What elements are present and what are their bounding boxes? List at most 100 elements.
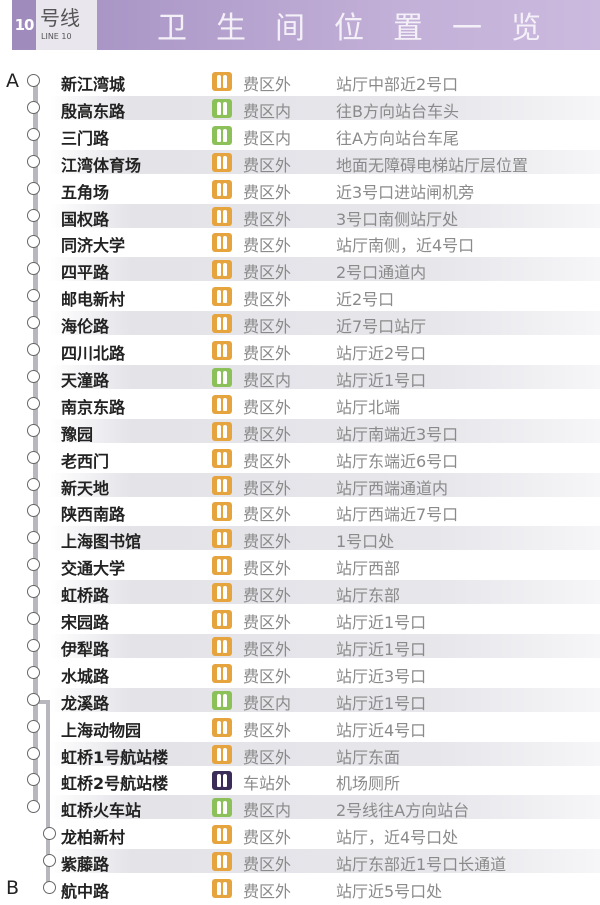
station-dot	[27, 558, 40, 572]
restroom-zone: 费区外	[243, 586, 292, 606]
station-name: 陕西南路	[61, 505, 126, 525]
restroom-location: 站厅近2号口	[336, 344, 427, 363]
restroom-icon	[212, 179, 232, 199]
station-dot	[27, 800, 40, 814]
station-name: 龙溪路	[61, 693, 110, 713]
restroom-location: 2号口通道内	[336, 263, 427, 283]
restroom-icon	[212, 663, 232, 683]
station-name: 虹桥路	[61, 586, 110, 606]
restroom-zone: 费区外	[243, 209, 292, 229]
station-row: 紫藤路 费区外 站厅东部近1号口长通道	[0, 848, 600, 874]
restroom-icon	[212, 287, 232, 307]
station-row: 南京东路 费区外 站厅北端	[0, 391, 600, 417]
station-row: 四平路 费区外 2号口通道内	[0, 256, 600, 282]
station-row: 五角场 费区外 近3号口进站闸机旁	[0, 176, 600, 202]
restroom-zone: 费区外	[243, 855, 292, 875]
station-name: 天潼路	[61, 370, 110, 390]
restroom-zone: 费区内	[243, 801, 292, 821]
station-row: 宋园路 费区外 站厅近1号口	[0, 606, 600, 632]
station-name: 伊犁路	[61, 639, 110, 659]
station-row: 新江湾城 费区外 站厅中部近2号口	[0, 68, 600, 94]
station-name: 虹桥火车站	[61, 801, 142, 821]
station-name: 交通大学	[61, 559, 126, 579]
line-label-en: LINE 10	[41, 32, 72, 41]
station-row: 海伦路 费区外 近7号口站厅	[0, 310, 600, 336]
station-dot	[27, 181, 40, 195]
station-row: 伊犁路 费区外 站厅近1号口	[0, 633, 600, 659]
restroom-icon	[212, 744, 232, 764]
restroom-zone: 费区内	[243, 101, 292, 121]
line-number: 10	[12, 0, 36, 50]
station-name: 南京东路	[61, 397, 126, 417]
restroom-icon	[212, 314, 232, 334]
restroom-zone: 费区外	[243, 666, 292, 686]
station-name: 五角场	[61, 182, 110, 202]
station-name: 国权路	[61, 209, 110, 229]
station-row: 邮电新村 费区外 近2号口	[0, 283, 600, 309]
station-row: 同济大学 费区外 站厅南侧，近4号口	[0, 229, 600, 255]
restroom-location: 站厅，近4号口处	[336, 828, 459, 848]
restroom-icon	[212, 448, 232, 468]
station-name: 海伦路	[61, 317, 110, 337]
restroom-location: 站厅近1号口	[336, 639, 427, 659]
restroom-icon	[212, 421, 232, 441]
restroom-icon	[212, 717, 232, 737]
restroom-icon	[212, 125, 232, 145]
station-dot	[27, 477, 40, 491]
station-name: 新江湾城	[61, 75, 126, 94]
page-title: 卫生间位置一览	[157, 11, 570, 46]
station-name: 新天地	[61, 478, 110, 498]
restroom-zone: 费区外	[243, 397, 292, 417]
station-dot	[43, 881, 56, 894]
station-row: 新天地 费区外 站厅西端通道内	[0, 472, 600, 498]
branch-line-track	[46, 700, 50, 890]
station-row: 江湾体育场 费区外 地面无障碍电梯站厅层位置	[0, 149, 600, 175]
line-label-cn: 号线	[40, 6, 80, 30]
branch-connector	[36, 700, 50, 704]
station-dot	[27, 262, 40, 276]
station-row: 天潼路 费区内 站厅近1号口	[0, 364, 600, 390]
station-name: 同济大学	[61, 236, 126, 256]
station-dot	[27, 450, 40, 464]
restroom-location: 站厅西端通道内	[336, 478, 449, 498]
station-dot	[27, 127, 40, 141]
restroom-location: 站厅近5号口处	[336, 882, 443, 901]
station-row: 国权路 费区外 3号口南侧站厅处	[0, 203, 600, 229]
main-line-track	[33, 82, 38, 809]
restroom-zone: 费区外	[243, 532, 292, 552]
station-name: 虹桥2号航站楼	[61, 774, 169, 794]
station-row: 陕西南路 费区外 站厅西端近7号口	[0, 498, 600, 524]
station-row: 龙柏新村 费区外 站厅，近4号口处	[0, 821, 600, 847]
restroom-icon	[212, 556, 232, 576]
station-dot	[27, 208, 40, 222]
station-row: 虹桥火车站 费区内 2号线往A方向站台	[0, 794, 600, 820]
restroom-icon	[212, 72, 232, 91]
restroom-location: 站厅中部近2号口	[336, 75, 459, 94]
restroom-zone: 费区内	[243, 693, 292, 713]
station-dot	[27, 369, 40, 383]
station-row: 虹桥1号航站楼 费区外 站厅东面	[0, 741, 600, 767]
station-name: 龙柏新村	[61, 828, 126, 848]
station-row: 水城路 费区外 站厅近3号口	[0, 660, 600, 686]
restroom-location: 站厅西部	[336, 559, 401, 579]
line-badge: 10 号线 LINE 10	[12, 0, 97, 50]
restroom-location: 近2号口	[336, 290, 395, 310]
restroom-location: 往B方向站台车头	[336, 101, 459, 121]
station-row: 虹桥2号航站楼 车站外 机场厕所	[0, 767, 600, 793]
station-dot	[27, 423, 40, 437]
restroom-zone: 费区外	[243, 882, 292, 901]
terminal-b-label: B	[6, 877, 20, 899]
station-dot	[27, 235, 40, 249]
station-row: 交通大学 费区外 站厅西部	[0, 552, 600, 578]
title-bar: 卫生间位置一览	[97, 0, 600, 50]
station-row: 虹桥路 费区外 站厅东部	[0, 579, 600, 605]
restroom-location: 近3号口进站闸机旁	[336, 182, 475, 202]
header: 10 号线 LINE 10 卫生间位置一览	[12, 0, 600, 50]
restroom-icon	[212, 367, 232, 387]
restroom-zone: 费区外	[243, 344, 292, 363]
restroom-location: 站厅东部	[336, 586, 401, 606]
restroom-zone: 费区外	[243, 182, 292, 202]
station-dot	[27, 343, 40, 356]
restroom-icon	[212, 852, 232, 872]
restroom-location: 2号线往A方向站台	[336, 801, 470, 821]
